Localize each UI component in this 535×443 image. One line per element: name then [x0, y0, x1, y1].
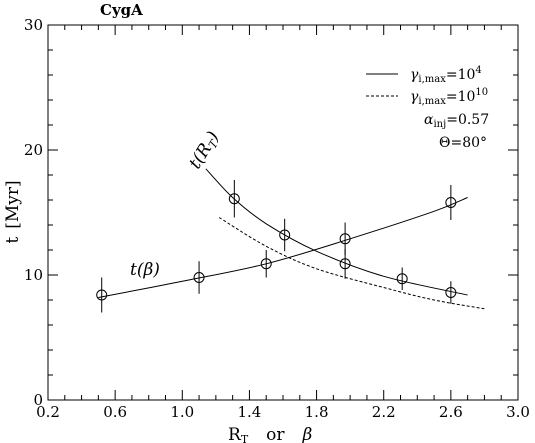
point-marker	[260, 258, 272, 270]
y-tick-label: 20	[24, 141, 43, 159]
x-tick-label: 0.2	[36, 403, 60, 421]
x-tick-label: 2.6	[439, 403, 463, 421]
svg-text:t[Myr]: t[Myr]	[3, 180, 23, 243]
y-axis-title: t[Myr]	[3, 180, 23, 243]
point-marker	[279, 229, 291, 241]
data-points	[96, 180, 457, 313]
legend-label-1: γi,max=104	[410, 65, 482, 85]
series-curve-dashed	[218, 217, 485, 310]
series-curves	[98, 168, 485, 310]
point-marker	[228, 193, 240, 205]
curve-label-t-beta: t(β)	[130, 260, 160, 280]
point-marker	[96, 289, 108, 301]
x-tick-label: 2.2	[372, 403, 396, 421]
x-tick-label: 1.0	[170, 403, 194, 421]
data-point	[396, 267, 408, 290]
data-point	[96, 277, 108, 313]
y-tick-label: 0	[33, 391, 43, 409]
legend: γi,max=104 γi,max=1010 αinj=0.57 Θ=80°	[366, 65, 489, 151]
series-curve	[205, 168, 468, 296]
y-tick-label: 10	[24, 266, 43, 284]
data-point	[228, 180, 240, 218]
x-tick-label: 3.0	[506, 403, 530, 421]
point-marker	[339, 233, 351, 245]
point-marker	[445, 197, 457, 208]
y-tick-label: 30	[24, 16, 43, 34]
data-point	[445, 281, 457, 304]
point-marker	[396, 273, 408, 285]
data-point	[260, 250, 272, 278]
data-point	[193, 261, 205, 294]
legend-label-2: γi,max=1010	[410, 87, 488, 107]
annotation-theta: Θ=80°	[439, 135, 487, 151]
point-marker	[339, 258, 351, 270]
curve-label-t-RT: t(RT)	[185, 128, 224, 173]
x-axis-title: RT or β	[228, 425, 313, 443]
data-point	[279, 218, 291, 252]
point-marker	[445, 287, 457, 298]
data-point	[445, 185, 457, 220]
x-tick-label: 0.6	[103, 403, 127, 421]
annotation-alpha: αinj=0.57	[424, 112, 489, 130]
data-point	[339, 248, 351, 279]
x-tick-label: 1.8	[305, 403, 329, 421]
x-tick-label: 1.4	[237, 403, 261, 421]
point-marker	[193, 272, 205, 283]
chart-title: CygA	[100, 1, 143, 19]
series-curve	[98, 197, 468, 298]
svg-text:t(RT): t(RT)	[185, 128, 224, 173]
axis-ticks: 0.2 0.6 1.0 1.4 1.8 2.2 2.6 3.0 0 10 20 30	[24, 16, 530, 421]
